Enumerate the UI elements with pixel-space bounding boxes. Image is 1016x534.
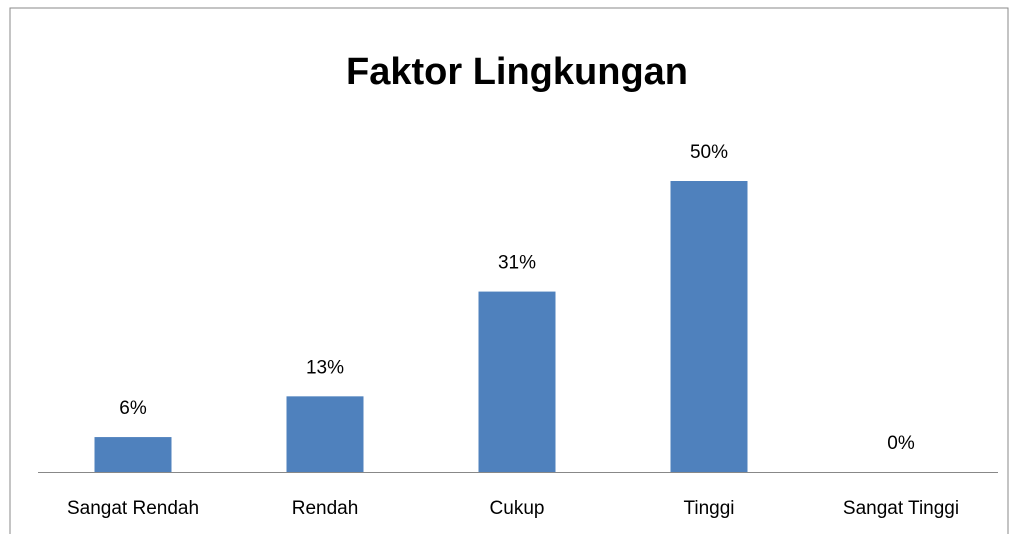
- x-tick-label: Tinggi: [683, 498, 734, 519]
- x-tick-label: Sangat Tinggi: [843, 498, 959, 519]
- x-tick-label: Rendah: [292, 498, 359, 519]
- x-tick-label: Sangat Rendah: [67, 498, 199, 519]
- chart-title: Faktor Lingkungan: [346, 51, 688, 93]
- bar: [286, 396, 364, 472]
- data-label: 6%: [119, 398, 147, 419]
- data-label: 50%: [690, 142, 728, 163]
- bar: [478, 291, 556, 472]
- data-label: 0%: [887, 433, 915, 454]
- bar: [670, 181, 748, 472]
- data-label: 13%: [306, 357, 344, 378]
- data-label: 31%: [498, 253, 536, 274]
- bar: [94, 437, 172, 472]
- x-tick-label: Cukup: [490, 498, 545, 519]
- chart-frame: [9, 7, 1009, 534]
